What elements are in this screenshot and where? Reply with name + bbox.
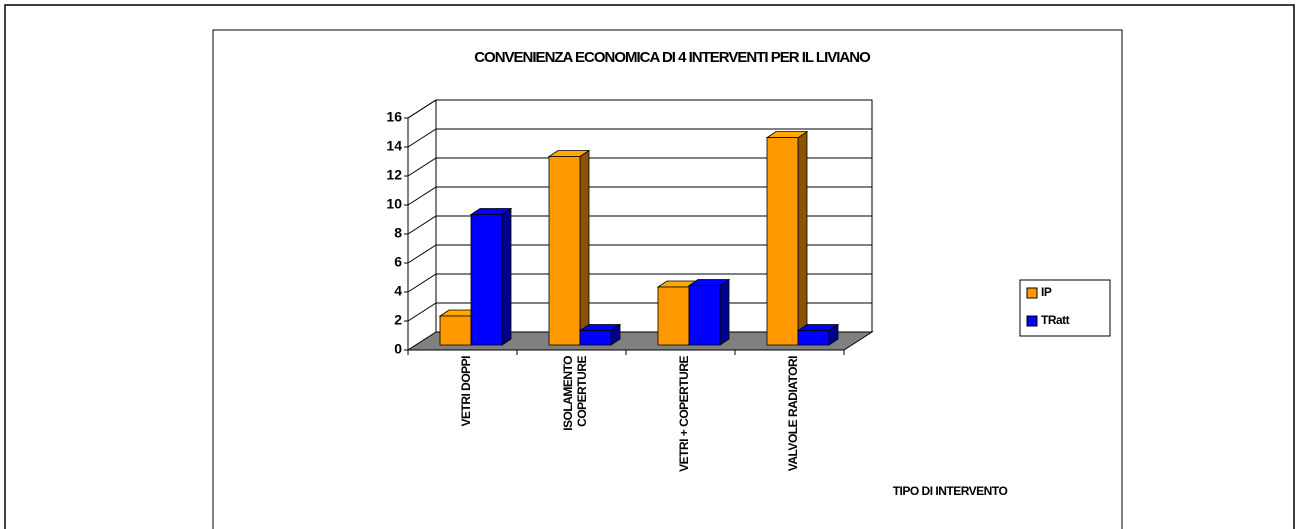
- bar-front: [797, 330, 830, 346]
- x-tick-label: VETRI + COPERTURE: [676, 356, 691, 472]
- y-tick-label: 4: [394, 283, 402, 299]
- bar-side: [719, 278, 730, 346]
- bar: [796, 323, 840, 346]
- bar: [547, 149, 591, 346]
- bar-front: [470, 214, 503, 346]
- bar-side: [797, 130, 808, 346]
- legend-label: TRatt: [1041, 313, 1070, 327]
- grid-line: [407, 244, 872, 264]
- x-axis-title: TIPO DI INTERVENTO: [893, 484, 1008, 498]
- grid-line: [407, 215, 872, 235]
- grid-line: [407, 99, 872, 119]
- y-tick-label: 2: [394, 312, 402, 328]
- x-tick-label: VETRI DOPPI: [458, 356, 473, 427]
- x-tick-label: VALVOLE RADIATORI: [785, 356, 800, 472]
- bar-front: [688, 285, 721, 346]
- bar-side: [501, 207, 512, 346]
- y-tick-label: 6: [394, 254, 402, 270]
- y-tick-label: 8: [394, 225, 402, 241]
- grid-line: [407, 273, 872, 293]
- bar-front: [439, 315, 472, 346]
- chart-title: CONVENIENZA ECONOMICA DI 4 INTERVENTI PE…: [474, 49, 871, 66]
- legend-swatch: [1026, 287, 1038, 299]
- y-tick-label: 10: [386, 196, 402, 212]
- legend-label: IP: [1041, 285, 1052, 299]
- y-tick-label: 16: [386, 109, 402, 125]
- y-tick-label: 14: [386, 138, 402, 154]
- bar-front: [657, 286, 690, 346]
- grid-line: [407, 186, 872, 206]
- bar: [469, 207, 513, 346]
- bar: [687, 278, 731, 346]
- x-tick-label: ISOLAMENTO COPERTURE: [560, 356, 589, 431]
- outer-frame: [4, 4, 1295, 529]
- bar-front: [766, 137, 799, 346]
- y-tick-label: 12: [386, 167, 402, 183]
- y-tick-label: 0: [394, 341, 402, 357]
- legend-swatch: [1026, 315, 1038, 327]
- bar-side: [579, 149, 590, 346]
- bar-front: [548, 156, 581, 346]
- chart-frame: [212, 29, 1123, 529]
- bar: [765, 130, 809, 346]
- grid-line: [407, 157, 872, 177]
- grid-line: [407, 128, 872, 148]
- bar: [578, 323, 622, 346]
- bar-front: [579, 330, 612, 346]
